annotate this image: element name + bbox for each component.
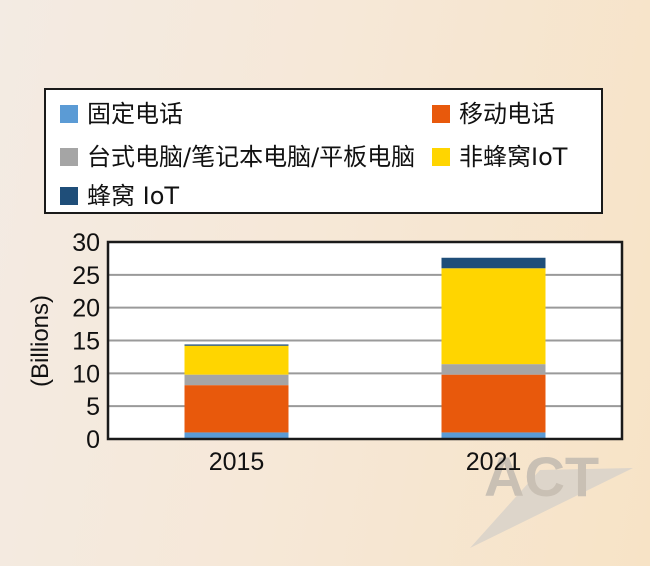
legend-label: 台式电脑/笔记本电脑/平板电脑 [87,143,416,171]
bar-segment [184,345,289,375]
x-tick-label: 2015 [209,448,265,476]
bar-segment [184,374,289,386]
y-tick-label: 15 [72,328,100,356]
chart-legend: 固定电话 移动电话 台式电脑/笔记本电脑/平板电脑 非蜂窝IoT 蜂窝 IoT [44,88,603,214]
legend-swatch [432,148,450,166]
watermark-arrow [470,468,633,548]
legend-swatch [60,148,78,166]
y-tick-label: 0 [86,426,100,454]
legend-item-pc: 台式电脑/笔记本电脑/平板电脑 [60,145,415,169]
act-watermark: ACT [470,445,633,548]
legend-label: 蜂窝 IoT [87,182,180,210]
bar-segment [184,432,289,439]
legend-label: 移动电话 [459,100,555,128]
legend-item-fixed-phone: 固定电话 [60,102,183,126]
legend-swatch [432,105,450,123]
legend-item-mobile-phone: 移动电话 [432,102,555,126]
y-axis-label: (Billions) [27,295,54,387]
y-tick-label: 20 [72,295,100,323]
bar-segment [441,364,546,375]
bar-segment [441,257,546,269]
bar-segment [441,374,546,433]
y-tick-label: 25 [72,262,100,290]
bar-segment [441,432,546,439]
legend-label: 固定电话 [87,100,183,128]
legend-item-noncellular-iot: 非蜂窝IoT [432,145,567,169]
y-tick-label: 5 [86,393,100,421]
legend-swatch [60,105,78,123]
legend-swatch [60,187,78,205]
bar-segment [441,268,546,365]
y-axis-ticks: 0 5 10 15 20 25 30 [72,229,100,454]
bars [184,257,546,439]
x-tick-label: 2021 [466,448,522,476]
y-tick-label: 30 [72,229,100,257]
watermark-text: ACT [484,445,599,508]
bar-segment [184,385,289,433]
legend-item-cellular-iot: 蜂窝 IoT [60,184,179,208]
legend-label: 非蜂窝IoT [459,143,568,171]
y-tick-label: 10 [72,360,100,388]
plot-border [106,240,624,441]
bar-segment [184,344,289,346]
x-axis-ticks: 2015 2021 [209,448,522,476]
